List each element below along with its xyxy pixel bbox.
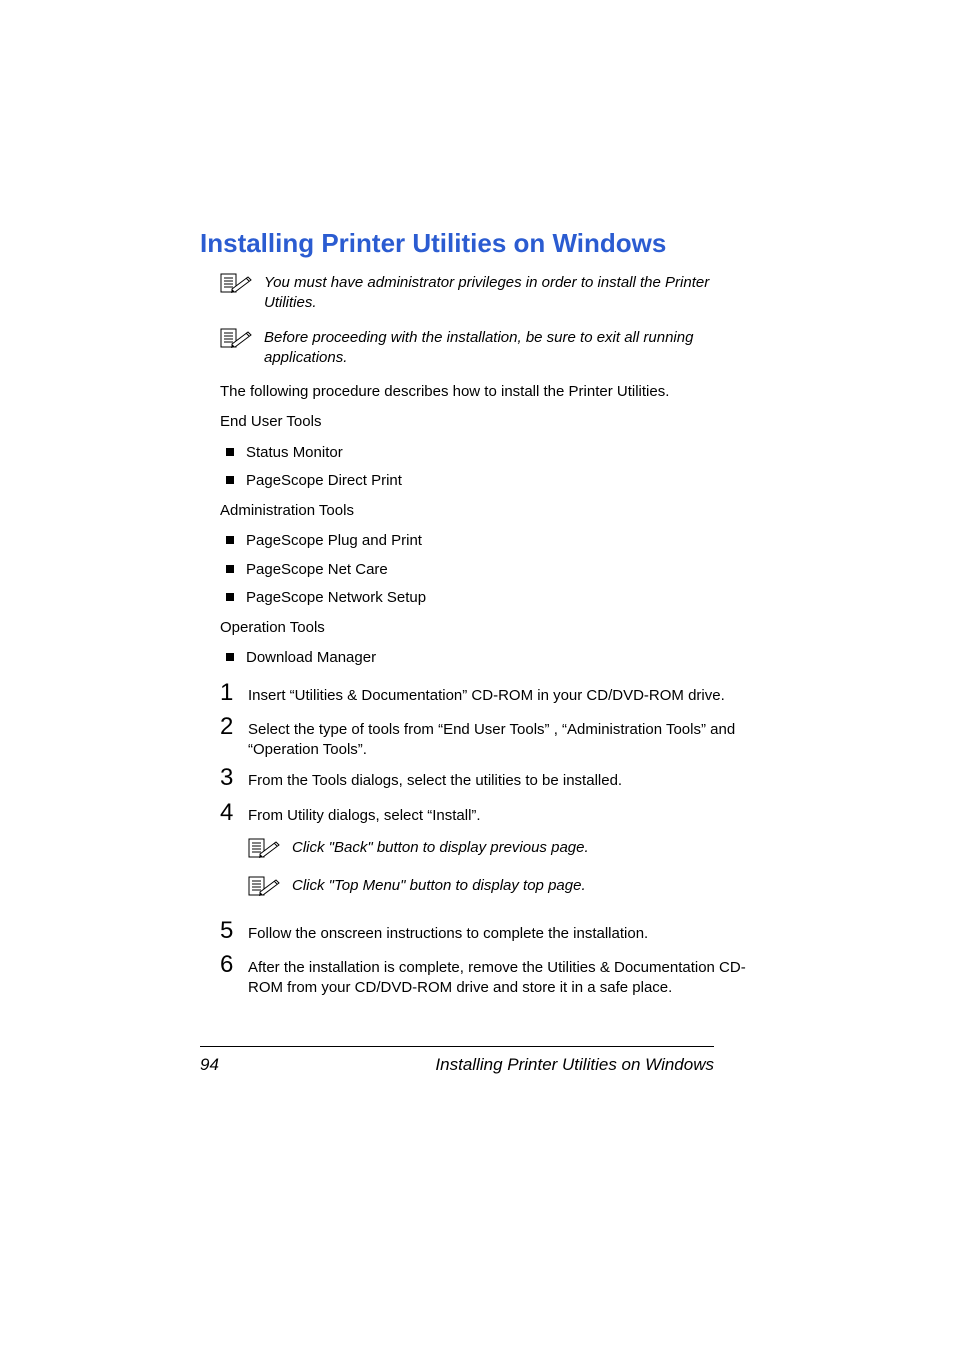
step-number: 1 (220, 677, 242, 709)
content-body: You must have administrator privileges i… (200, 273, 754, 998)
operation-tools-list: Download Manager (220, 648, 754, 668)
step-number: 5 (220, 915, 242, 947)
step-number: 2 (220, 711, 242, 743)
note-admin-privileges: You must have administrator privileges i… (220, 273, 754, 314)
section-title: Installing Printer Utilities on Windows (200, 228, 754, 259)
step-6: 6 After the installation is complete, re… (220, 949, 754, 999)
step-5: 5 Follow the onscreen instructions to co… (220, 915, 754, 947)
step-text: From Utility dialogs, select “Install”. (248, 806, 754, 826)
step-1: 1 Insert “Utilities & Documentation” CD-… (220, 677, 754, 709)
list-item: PageScope Net Care (220, 560, 754, 580)
footer-title: Installing Printer Utilities on Windows (435, 1055, 714, 1075)
step-text: After the installation is complete, remo… (248, 956, 754, 999)
list-item: Download Manager (220, 648, 754, 668)
step-text: From the Tools dialogs, select the utili… (248, 769, 754, 791)
step-2: 2 Select the type of tools from “End Use… (220, 711, 754, 761)
end-user-tools-heading: End User Tools (220, 412, 754, 432)
note-top-menu-button: Click "Top Menu" button to display top p… (248, 876, 754, 902)
end-user-tools-list: Status Monitor PageScope Direct Print (220, 443, 754, 492)
page-footer: 94 Installing Printer Utilities on Windo… (200, 1046, 714, 1075)
step-body: From Utility dialogs, select “Install”. … (248, 804, 754, 913)
step-number: 6 (220, 949, 242, 981)
list-item: PageScope Plug and Print (220, 531, 754, 551)
note-icon (248, 838, 282, 864)
operation-tools-heading: Operation Tools (220, 618, 754, 638)
note-text: Before proceeding with the installation,… (264, 328, 754, 369)
step-text: Follow the onscreen instructions to comp… (248, 922, 754, 944)
step-4: 4 From Utility dialogs, select “Install”… (220, 797, 754, 913)
note-icon (248, 876, 282, 902)
step-text: Select the type of tools from “End User … (248, 718, 754, 761)
step-3: 3 From the Tools dialogs, select the uti… (220, 762, 754, 794)
note-text: You must have administrator privileges i… (264, 273, 754, 314)
note-icon (220, 273, 254, 299)
admin-tools-heading: Administration Tools (220, 501, 754, 521)
list-item: PageScope Network Setup (220, 588, 754, 608)
note-text: Click "Top Menu" button to display top p… (292, 876, 754, 896)
list-item: Status Monitor (220, 443, 754, 463)
list-item: PageScope Direct Print (220, 471, 754, 491)
note-text: Click "Back" button to display previous … (292, 838, 754, 858)
document-page: Installing Printer Utilities on Windows … (0, 0, 954, 1350)
page-number: 94 (200, 1055, 219, 1075)
admin-tools-list: PageScope Plug and Print PageScope Net C… (220, 531, 754, 608)
step-text: Insert “Utilities & Documentation” CD-RO… (248, 684, 754, 706)
note-icon (220, 328, 254, 354)
note-back-button: Click "Back" button to display previous … (248, 838, 754, 864)
step-number: 3 (220, 762, 242, 794)
intro-paragraph: The following procedure describes how to… (220, 382, 754, 402)
note-exit-apps: Before proceeding with the installation,… (220, 328, 754, 369)
step-number: 4 (220, 797, 242, 829)
